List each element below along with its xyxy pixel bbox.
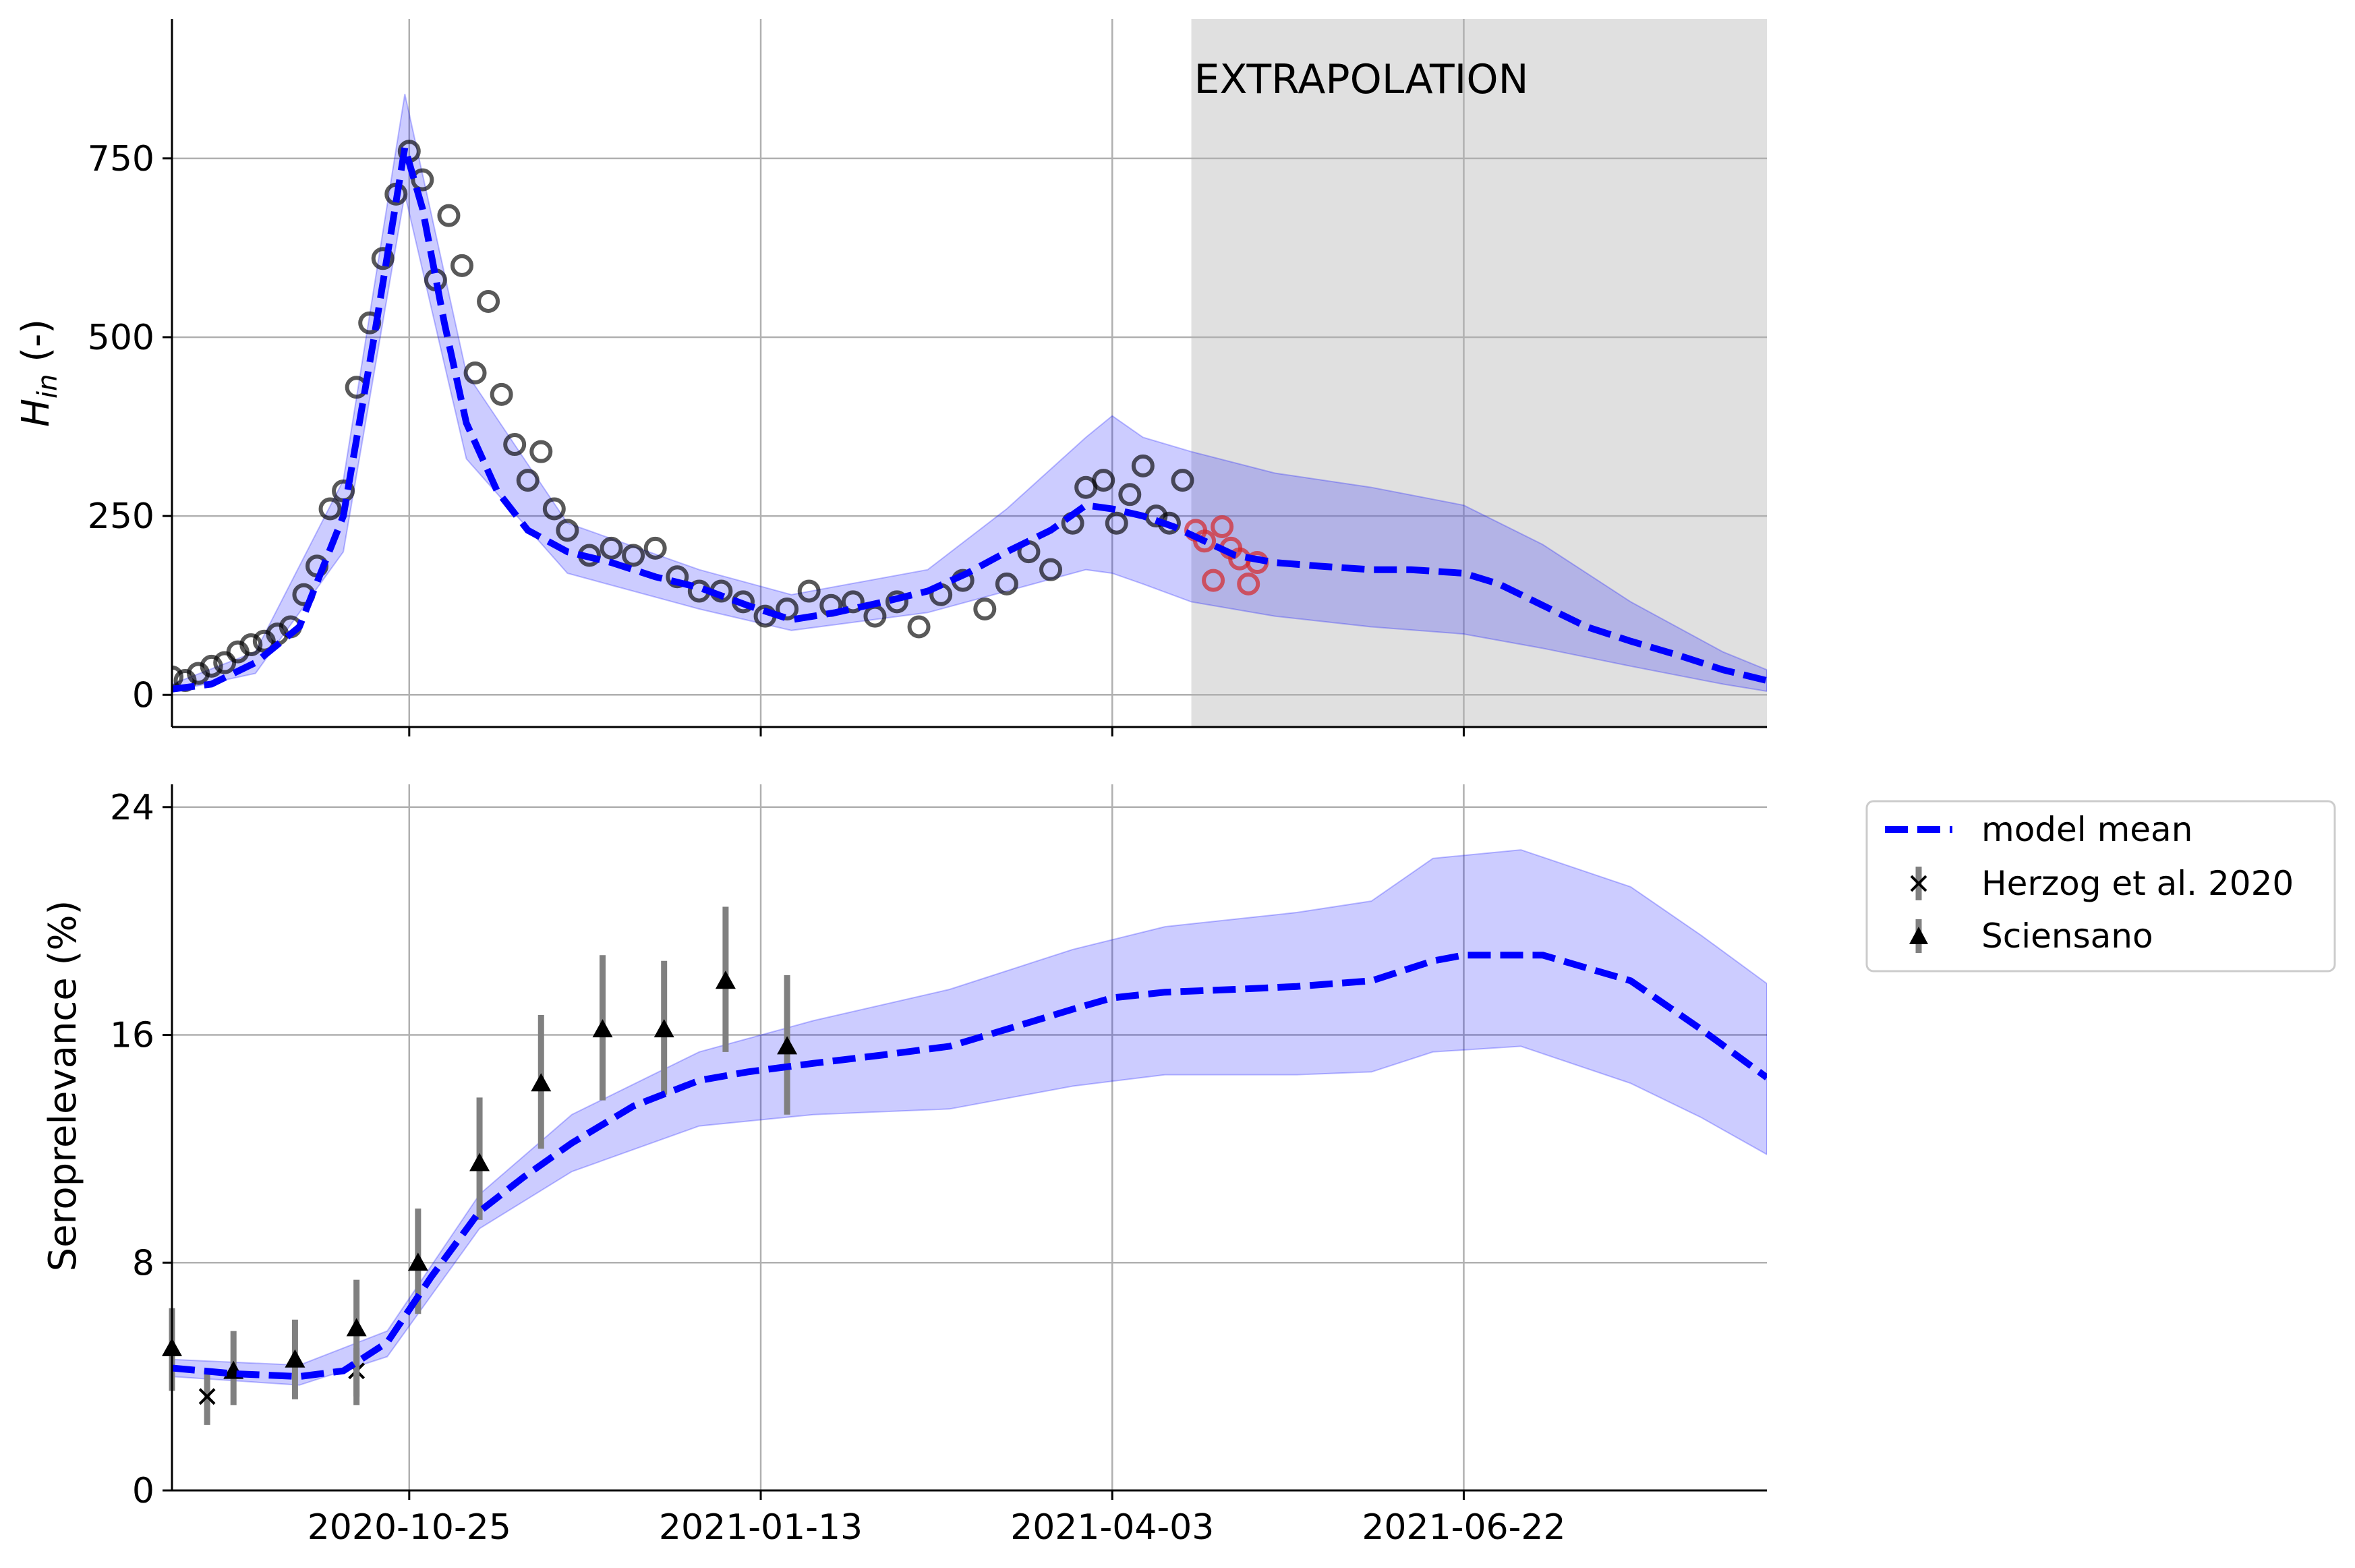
sciensano-point [346,1318,367,1337]
top-panel: 0 250 500 750 EXTRAPOLATION Hin (-) [14,19,1767,736]
observed-point [172,665,183,689]
x-tick-label: 2020-10-25 [308,1507,511,1548]
observed-point [885,590,908,614]
sciensano-points [162,906,798,1405]
observed-point [556,519,579,542]
sciensano-point [715,970,736,989]
bottom-y-ticks: 0 8 16 24 [110,788,172,1511]
observed-point [477,289,500,313]
holdout-point [1202,569,1225,592]
top-x-ticks [408,727,1465,736]
observed-point [490,382,513,406]
top-confidence-band [172,94,1767,693]
observed-point [1118,483,1142,506]
extrapolation-label: EXTRAPOLATION [1194,56,1529,103]
sciensano-point [653,1019,674,1038]
top-y-axis-label-main: H [14,399,58,427]
top-observed-points [172,140,1194,693]
observed-point [542,497,566,521]
top-y-axis-label: Hin (-) [14,319,63,427]
holdout-point [1193,529,1217,553]
observed-point [239,633,263,657]
observed-point [450,254,473,277]
top-y-axis-label-suffix: (-) [14,319,58,374]
bottom-y-axis-label: Seroprelevance (%) [41,900,85,1272]
y-tick-label: 500 [88,318,154,358]
observed-point [1039,558,1063,581]
observed-point [797,579,821,603]
top-model-mean-line [172,146,1767,693]
holdout-point [1211,515,1234,539]
bottom-x-ticks: 2020-10-25 2021-01-13 2021-04-03 2021-06-22 [308,1490,1566,1548]
x-tick-label: 2021-01-13 [659,1507,863,1548]
legend: model mean Herzog et al. 2020 Sciensano [1865,800,2336,972]
legend-entry-model-mean: model mean [1981,810,2192,849]
observed-point [529,440,553,463]
legend-entry-herzog: Herzog et al. 2020 [1981,864,2294,903]
top-grid [172,19,1767,727]
sciensano-point [469,1153,490,1171]
y-tick-label: 250 [88,496,154,537]
sciensano-point [531,1073,552,1092]
legend-frame [1865,800,2336,972]
observed-point [1105,511,1128,535]
bottom-model-mean-line [172,952,1767,1381]
sciensano-point [407,1252,428,1271]
x-tick-label: 2021-04-03 [1010,1507,1214,1548]
observed-point [666,565,689,589]
observed-point [973,598,997,620]
y-tick-label: 750 [88,139,154,179]
observed-point [776,598,799,620]
observed-point [600,536,623,560]
observed-point [1171,469,1194,492]
observed-point [1092,469,1115,492]
observed-point [1131,454,1155,477]
observed-point [995,572,1018,596]
legend-herzog-marker [1910,867,1927,900]
observed-point [200,654,223,678]
observed-point [643,536,667,560]
bottom-axes-spines [171,784,1767,1492]
x-tick-label: 2021-06-22 [1362,1507,1565,1548]
top-y-ticks: 0 250 500 750 [88,139,172,716]
observed-point [907,615,931,639]
observed-point [516,469,540,492]
observed-point [622,544,645,567]
sciensano-point [285,1349,306,1368]
extrapolation-region [1191,19,1767,727]
observed-point [371,247,395,270]
observed-point [463,361,487,384]
y-tick-label: 24 [110,788,154,828]
observed-point [411,168,434,192]
y-tick-label: 8 [132,1243,154,1283]
observed-point [503,433,527,457]
y-tick-label: 16 [110,1016,154,1056]
observed-point [437,204,461,227]
holdout-point [1237,572,1260,596]
observed-point [841,590,865,614]
sciensano-point [777,1036,798,1055]
top-axes-spines [171,19,1767,728]
bottom-confidence-band [172,849,1767,1386]
herzog-point [198,1388,216,1405]
observed-point [318,497,342,521]
legend-sciensano-marker [1909,919,1928,953]
top-y-axis-label-sub: in [32,374,63,399]
y-tick-label: 0 [132,1471,154,1511]
y-tick-label: 0 [132,675,154,716]
legend-entry-sciensano: Sciensano [1981,917,2153,956]
sciensano-point [592,1019,613,1038]
